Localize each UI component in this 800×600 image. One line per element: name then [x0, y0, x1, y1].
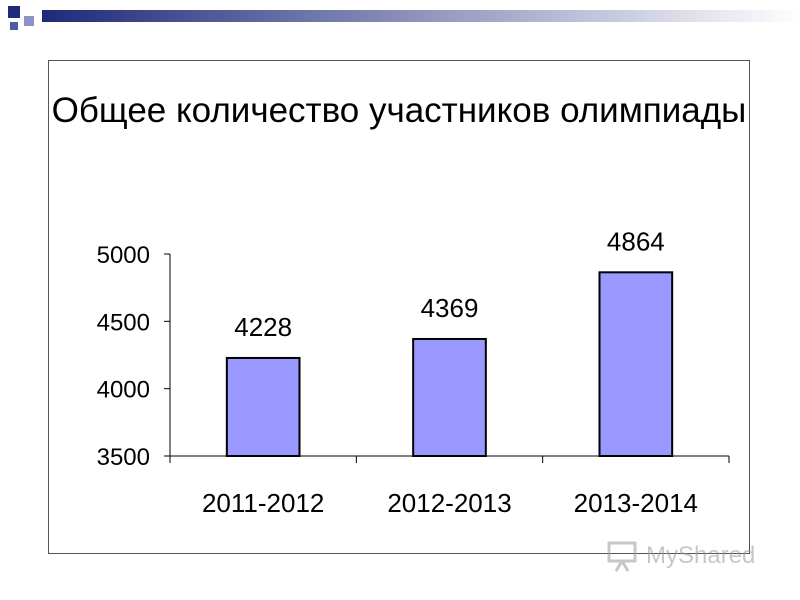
x-tick-label: 2013-2014	[574, 488, 698, 518]
presentation-board-icon	[607, 541, 637, 572]
y-tick-label: 4000	[97, 377, 150, 404]
data-label: 4228	[234, 312, 292, 342]
chart-title: Общее количество участников олимпиады	[51, 91, 747, 130]
data-label: 4864	[607, 226, 665, 256]
watermark: MyShared	[606, 536, 766, 576]
decor-square-mid	[10, 22, 18, 30]
data-label: 4369	[421, 293, 479, 323]
y-tick-label: 3500	[97, 444, 150, 471]
decor-square-light	[24, 16, 34, 26]
decor-gradient-bar	[42, 10, 800, 22]
bar-2013-2014	[598, 271, 674, 457]
x-tick-label: 2011-2012	[202, 488, 324, 518]
bar-2011-2012	[225, 356, 301, 458]
y-tick-label: 5000	[97, 242, 150, 269]
x-tick-label: 2012-2013	[387, 488, 511, 518]
bar-2012-2013	[412, 337, 487, 457]
y-tick-label: 4500	[97, 309, 150, 336]
decor-square-dark	[8, 6, 20, 18]
corner-decoration	[8, 6, 800, 30]
watermark-text: MyShared	[646, 542, 756, 569]
